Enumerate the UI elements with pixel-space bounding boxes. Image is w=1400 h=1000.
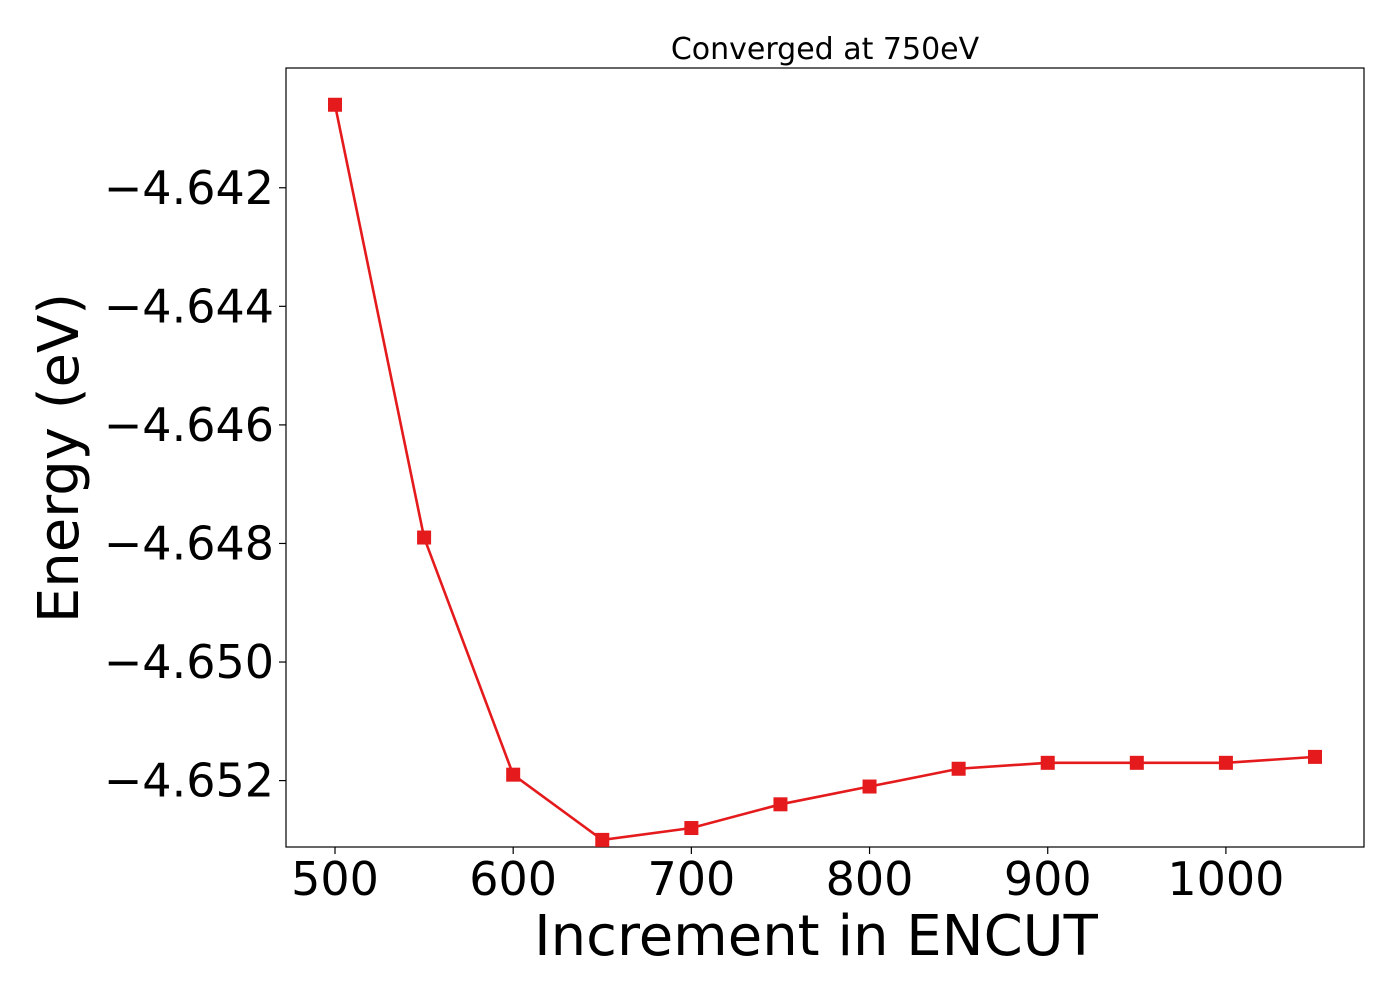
x-axis: 500 600 700 800 900 1000 xyxy=(291,847,1284,906)
data-point xyxy=(684,821,699,836)
y-tick-label: −4.642 xyxy=(104,161,274,215)
chart-title: Converged at 750eV xyxy=(671,32,980,67)
data-point xyxy=(1129,755,1144,770)
data-point xyxy=(862,779,877,794)
x-tick-label: 900 xyxy=(1004,852,1092,906)
x-tick-label: 1000 xyxy=(1167,852,1284,906)
data-point xyxy=(595,832,610,847)
y-tick-label: −4.644 xyxy=(104,279,274,333)
data-point xyxy=(773,797,788,812)
plot-area-frame xyxy=(285,67,1365,848)
x-axis-label: Increment in ENCUT xyxy=(534,904,1099,969)
x-tick-label: 800 xyxy=(826,852,914,906)
y-axis-label: Energy (eV) xyxy=(27,293,92,623)
data-point xyxy=(417,530,432,545)
x-tick-label: 600 xyxy=(469,852,557,906)
data-point xyxy=(1040,755,1055,770)
y-axis: −4.652 −4.650 −4.648 −4.646 −4.644 −4.642 xyxy=(104,161,286,808)
y-tick-label: −4.648 xyxy=(104,516,274,570)
data-point xyxy=(951,761,966,776)
y-tick-label: −4.650 xyxy=(104,635,274,689)
y-tick-label: −4.646 xyxy=(104,398,274,452)
series-line xyxy=(333,104,1316,842)
x-tick-label: 700 xyxy=(647,852,735,906)
data-point xyxy=(328,97,342,112)
data-point xyxy=(1308,749,1322,764)
data-point xyxy=(1218,755,1233,770)
y-tick-label: −4.652 xyxy=(104,754,274,808)
data-point xyxy=(506,767,521,782)
series-layer xyxy=(328,97,1322,847)
x-tick-label: 500 xyxy=(291,852,379,906)
